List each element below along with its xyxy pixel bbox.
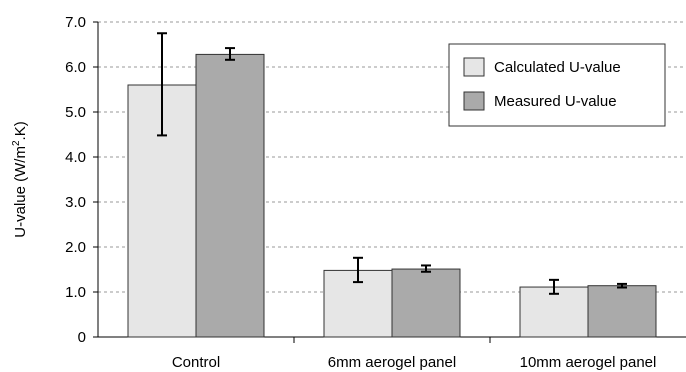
y-tick-label: 4.0 xyxy=(65,149,86,166)
y-tick-label: 5.0 xyxy=(65,104,86,121)
y-tick-label: 1.0 xyxy=(65,284,86,301)
category-label: Control xyxy=(172,354,220,371)
y-axis-title-prefix: U-value (W/m xyxy=(12,146,29,238)
y-axis-title-suffix: .K) xyxy=(12,121,29,140)
y-axis-title-superscript: 2 xyxy=(11,140,22,146)
legend-swatch-measured xyxy=(463,91,485,111)
legend: Calculated U-value Measured U-value xyxy=(448,43,666,127)
legend-label-calculated: Calculated U-value xyxy=(494,59,621,76)
y-tick-label: 6.0 xyxy=(65,59,86,76)
bar-measured xyxy=(195,53,265,338)
legend-label-measured: Measured U-value xyxy=(494,93,617,110)
y-tick-label: 7.0 xyxy=(65,14,86,31)
legend-swatch-calculated xyxy=(463,57,485,77)
y-ticks: 0 1.0 2.0 3.0 4.0 5.0 6.0 7.0 xyxy=(65,14,98,346)
bar-calculated xyxy=(519,286,589,338)
legend-box xyxy=(448,43,666,127)
category-labels: Control 6mm aerogel panel 10mm aerogel pan… xyxy=(172,337,657,371)
y-tick-label: 0 xyxy=(78,329,86,346)
y-tick-label: 3.0 xyxy=(65,194,86,211)
error-bars xyxy=(157,32,627,295)
y-axis-title: U-value (W/m2.K) xyxy=(11,121,29,237)
category-label: 10mm aerogel panel xyxy=(520,354,657,371)
category-label: 6mm aerogel panel xyxy=(328,354,456,371)
y-tick-label: 2.0 xyxy=(65,239,86,256)
bar-measured xyxy=(587,285,657,338)
bar-measured xyxy=(391,268,461,338)
